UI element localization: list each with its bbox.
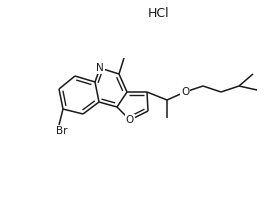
Text: O: O <box>181 87 189 97</box>
Text: Br: Br <box>56 126 68 136</box>
Text: N: N <box>96 63 104 73</box>
Text: O: O <box>126 115 134 125</box>
Text: HCl: HCl <box>148 7 170 20</box>
